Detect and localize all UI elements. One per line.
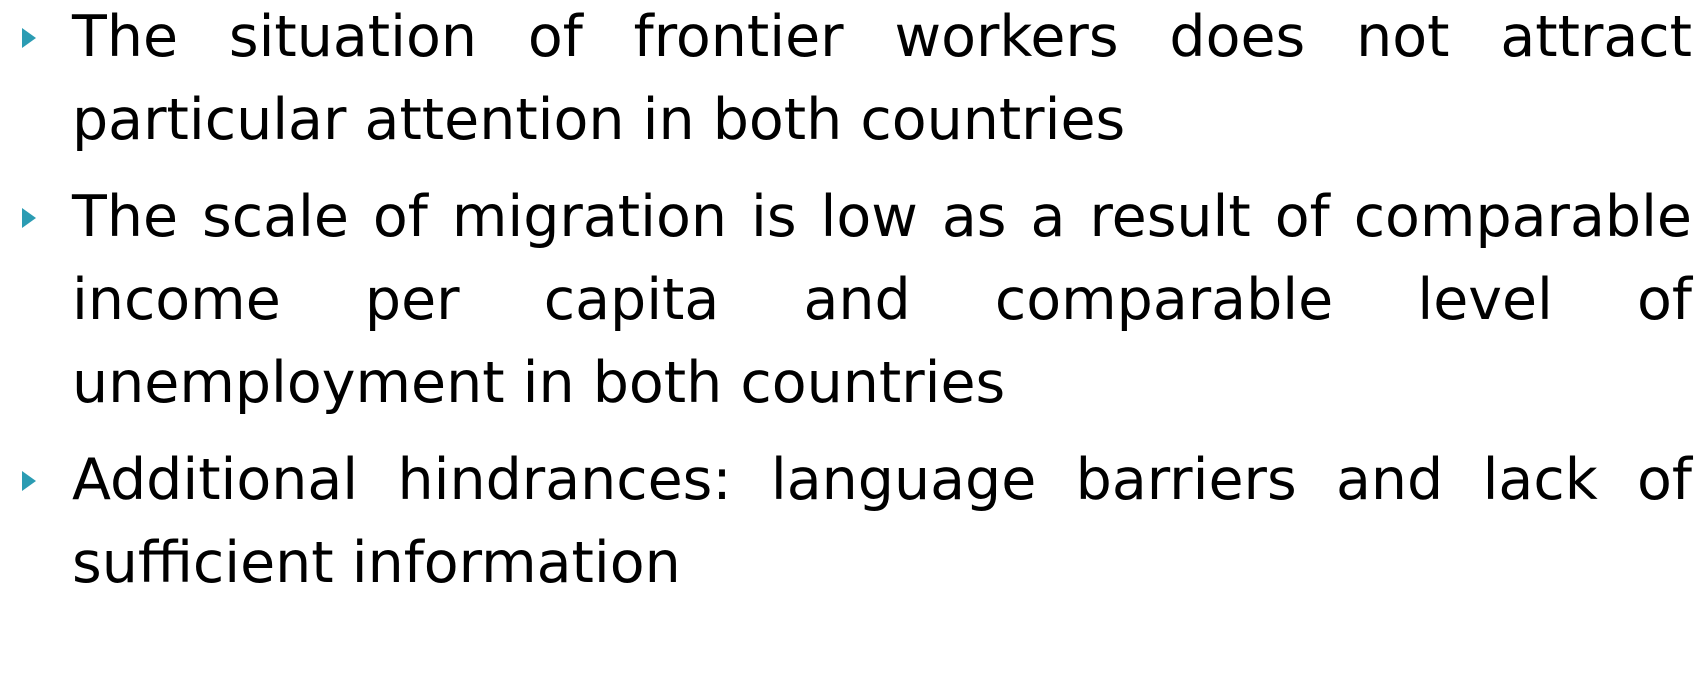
bullet-item: The scale of migration is low as a resul… <box>22 176 1692 425</box>
bullet-triangle <box>22 471 36 491</box>
bullet-text: The scale of migration is low as a resul… <box>72 184 1692 416</box>
bullet-triangle <box>22 208 36 228</box>
bullet-marker <box>22 208 36 228</box>
bullet-triangle <box>22 28 36 48</box>
bullet-text: Additional hindrances: language barriers… <box>72 447 1692 596</box>
bullet-item: Additional hindrances: language barriers… <box>22 439 1692 605</box>
bullet-text: The situation of frontier workers does n… <box>72 4 1692 153</box>
bullet-marker <box>22 471 36 491</box>
bullet-item: The situation of frontier workers does n… <box>22 0 1692 162</box>
bullet-marker <box>22 28 36 48</box>
bullet-list: The situation of frontier workers does n… <box>22 0 1692 619</box>
